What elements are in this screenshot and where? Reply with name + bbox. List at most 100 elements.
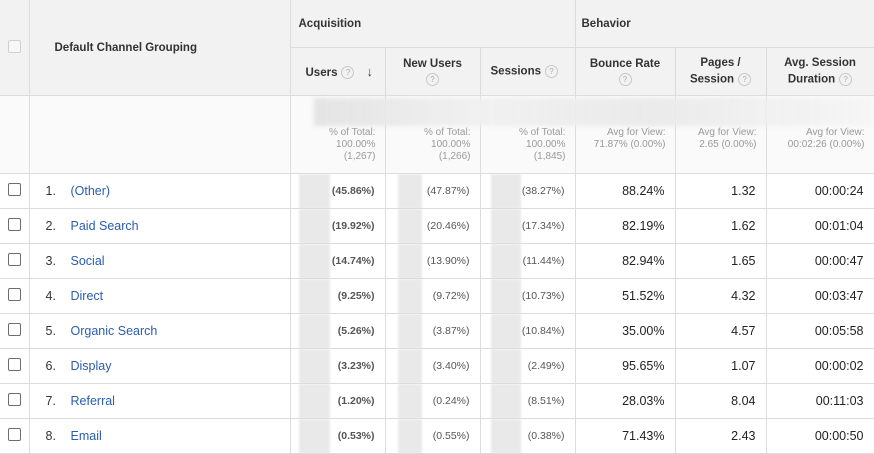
users-cell: (1.20%) bbox=[290, 383, 386, 419]
help-circle-icon[interactable]: ? bbox=[426, 72, 439, 86]
row-checkbox[interactable] bbox=[7, 323, 21, 336]
users-column-header[interactable]: Users? ↓ bbox=[290, 47, 386, 96]
behavior-group-header: Behavior bbox=[575, 0, 874, 48]
sessions-cell: (8.51%) bbox=[480, 383, 576, 419]
new-users-value: (13.90%) bbox=[426, 255, 470, 267]
dimension-header[interactable]: Default Channel Grouping bbox=[29, 0, 291, 96]
row-checkbox[interactable] bbox=[7, 288, 21, 301]
avg-duration-value: 00:01:04 bbox=[814, 219, 864, 233]
channel-link[interactable]: Paid Search bbox=[70, 219, 139, 233]
redacted-value bbox=[397, 349, 422, 383]
redacted-value bbox=[397, 174, 422, 208]
users-cell: (14.74%) bbox=[290, 243, 386, 279]
avg-duration-cell: 00:00:50 bbox=[766, 418, 874, 454]
pages-session-cell: 1.65 bbox=[675, 243, 767, 279]
avg-duration-label-2: Duration bbox=[787, 73, 836, 86]
select-all-checkbox[interactable] bbox=[7, 39, 21, 53]
new-users-cell: (47.87%) bbox=[385, 173, 481, 209]
new-users-cell: (3.40%) bbox=[385, 348, 481, 384]
redacted-value bbox=[298, 174, 330, 208]
redacted-value bbox=[490, 174, 521, 208]
new-users-column-header[interactable]: New Users ? bbox=[385, 47, 481, 96]
channel-link[interactable]: Referral bbox=[70, 394, 115, 408]
table-row: 3. Social (14.74%) (13.90%) (11.44%) 82.9… bbox=[0, 243, 874, 279]
row-checkbox-cell bbox=[0, 383, 30, 419]
sessions-value: (0.38%) bbox=[527, 430, 565, 442]
avg-duration-value: 00:05:58 bbox=[814, 324, 864, 338]
row-checkbox-cell bbox=[0, 243, 30, 279]
pages-session-cell: 8.04 bbox=[675, 383, 767, 419]
new-users-label: New Users bbox=[403, 57, 462, 70]
redacted-value bbox=[298, 314, 330, 348]
pages-session-cell: 1.62 bbox=[675, 208, 767, 244]
row-checkbox-cell bbox=[0, 418, 30, 454]
table-row: 6. Display (3.23%) (3.40%) (2.49%) 95.65%… bbox=[0, 348, 874, 384]
help-circle-icon[interactable]: ? bbox=[618, 72, 632, 86]
pages-session-label-2: Session bbox=[689, 73, 735, 86]
bounce-rate-value: 35.00% bbox=[622, 324, 665, 338]
channel-link[interactable]: Display bbox=[70, 359, 112, 373]
sessions-cell: (38.27%) bbox=[480, 173, 576, 209]
help-circle-icon[interactable]: ? bbox=[341, 66, 355, 80]
new-users-value: (47.87%) bbox=[426, 185, 470, 197]
redacted-value bbox=[490, 419, 521, 453]
redacted-value bbox=[298, 419, 330, 453]
avg-duration-value: 00:00:02 bbox=[814, 359, 864, 373]
redacted-value bbox=[397, 279, 422, 313]
redacted-value bbox=[298, 244, 330, 278]
users-cell: (0.53%) bbox=[290, 418, 386, 454]
bounce-rate-column-header[interactable]: Bounce Rate ? bbox=[575, 47, 676, 96]
new-users-cell: (0.55%) bbox=[385, 418, 481, 454]
new-users-value: (20.46%) bbox=[426, 220, 470, 232]
new-users-value: (3.87%) bbox=[432, 325, 470, 337]
pages-session-value: 4.57 bbox=[731, 324, 756, 338]
users-cell: (3.23%) bbox=[290, 348, 386, 384]
channel-link[interactable]: Email bbox=[70, 429, 102, 443]
pages-session-column-header[interactable]: Pages / Session? bbox=[675, 47, 767, 96]
totals-row: % of Total: 100.00% (1,267) % of Total: 100… bbox=[0, 95, 874, 174]
bounce-rate-value: 71.43% bbox=[622, 429, 665, 443]
avg-duration-column-header[interactable]: Avg. Session Duration? bbox=[766, 47, 874, 96]
sessions-cell: (10.73%) bbox=[480, 278, 576, 314]
channel-cell: 1. (Other) bbox=[29, 173, 291, 209]
arrow-down-icon[interactable]: ↓ bbox=[366, 63, 373, 79]
help-circle-icon[interactable]: ? bbox=[738, 73, 752, 86]
row-checkbox[interactable] bbox=[7, 428, 21, 441]
channel-link[interactable]: Social bbox=[70, 254, 105, 268]
pages-session-value: 2.43 bbox=[731, 429, 756, 443]
sessions-value: (38.27%) bbox=[521, 185, 565, 197]
row-index: 6. bbox=[45, 359, 56, 373]
new-users-cell: (9.72%) bbox=[385, 278, 481, 314]
users-cell: (5.26%) bbox=[290, 313, 386, 349]
row-index: 1. bbox=[45, 184, 56, 198]
totals-empty-cell bbox=[29, 95, 291, 174]
redacted-strip bbox=[314, 98, 874, 126]
row-index: 8. bbox=[45, 429, 56, 443]
avg-duration-cell: 00:03:47 bbox=[766, 278, 874, 314]
bounce-rate-cell: 51.52% bbox=[575, 278, 676, 314]
bounce-rate-value: 82.94% bbox=[622, 254, 665, 268]
pages-session-value: 1.65 bbox=[731, 254, 756, 268]
row-checkbox[interactable] bbox=[7, 253, 21, 266]
sessions-column-header[interactable]: Sessions? bbox=[480, 47, 576, 96]
channel-link[interactable]: (Other) bbox=[70, 184, 111, 198]
bounce-rate-value: 51.52% bbox=[622, 289, 665, 303]
redacted-value bbox=[397, 244, 422, 278]
bounce-rate-cell: 71.43% bbox=[575, 418, 676, 454]
help-circle-icon[interactable]: ? bbox=[839, 73, 853, 86]
row-checkbox[interactable] bbox=[7, 218, 21, 231]
new-users-cell: (0.24%) bbox=[385, 383, 481, 419]
channel-link[interactable]: Direct bbox=[70, 289, 104, 303]
sessions-value: (2.49%) bbox=[527, 360, 565, 372]
row-checkbox[interactable] bbox=[7, 393, 21, 406]
bounce-rate-label: Bounce Rate bbox=[589, 57, 661, 70]
help-circle-icon[interactable]: ? bbox=[545, 65, 558, 78]
users-cell: (45.86%) bbox=[290, 173, 386, 209]
avg-duration-value: 00:00:50 bbox=[814, 429, 864, 443]
channel-link[interactable]: Organic Search bbox=[70, 324, 158, 338]
row-checkbox[interactable] bbox=[7, 358, 21, 371]
users-label: Users bbox=[305, 66, 338, 79]
row-checkbox[interactable] bbox=[7, 183, 21, 196]
channel-cell: 2. Paid Search bbox=[29, 208, 291, 244]
redacted-value bbox=[490, 384, 521, 418]
